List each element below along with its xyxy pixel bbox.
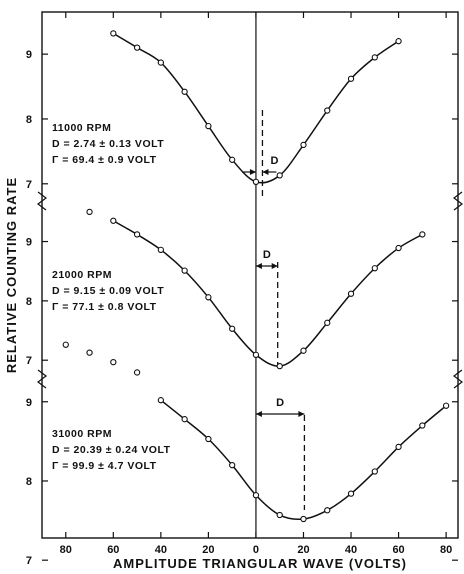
d-arrow-head	[262, 169, 269, 175]
extra-data-point	[86, 208, 93, 216]
series-curve-3	[160, 399, 447, 521]
x-tick-label: 40	[155, 544, 167, 556]
y-tick-label: 8	[26, 476, 32, 488]
extra-data-point	[110, 359, 117, 366]
d-marker-label: D	[270, 155, 278, 167]
data-point	[395, 244, 402, 252]
axis-break-left	[37, 369, 47, 389]
data-point	[229, 325, 236, 332]
rpm-label: 21000 RPM	[52, 269, 112, 281]
data-point	[133, 231, 141, 238]
data-point	[205, 435, 212, 443]
extra-data-point	[86, 349, 93, 356]
y-tick-label: 9	[26, 237, 32, 249]
d-arrow-head	[298, 411, 305, 417]
data-point	[324, 507, 331, 514]
data-point	[276, 511, 283, 519]
d-arrow-head	[255, 411, 262, 417]
d-marker-label: D	[263, 249, 271, 261]
d-marker-label: D	[276, 397, 284, 409]
x-tick-label: 60	[392, 544, 404, 556]
data-point	[252, 178, 260, 185]
extra-data-point	[62, 341, 69, 348]
plot-frame	[41, 11, 459, 539]
gamma-value-label: Γ = 99.9 ± 4.7 VOLT	[52, 460, 157, 472]
data-point	[442, 402, 450, 409]
data-point	[252, 351, 260, 359]
x-tick-label: 80	[60, 544, 72, 556]
x-tick-label: 80	[440, 544, 452, 556]
x-tick-label: 40	[345, 544, 357, 556]
data-point	[324, 107, 331, 114]
data-point	[181, 416, 188, 423]
data-point	[276, 362, 283, 370]
y-axis-label: RELATIVE COUNTING RATE	[4, 177, 19, 373]
y-tick-label: 8	[26, 296, 32, 308]
data-point	[395, 443, 402, 451]
d-value-label: D = 20.39 ± 0.24 VOLT	[52, 444, 171, 456]
data-point	[276, 172, 283, 179]
data-point	[133, 44, 141, 51]
y-tick-label: 7	[26, 355, 32, 367]
data-point	[371, 54, 378, 61]
data-point	[110, 217, 117, 224]
data-point	[419, 231, 426, 238]
data-point	[347, 290, 355, 297]
x-tick-label: 20	[297, 544, 309, 556]
d-arrow-head	[249, 169, 256, 175]
gamma-value-label: Γ = 69.4 ± 0.9 VOLT	[52, 154, 157, 166]
data-point	[347, 75, 355, 82]
data-point	[110, 30, 117, 37]
data-point	[157, 246, 165, 253]
x-axis-label: AMPLITUDE TRIANGULAR WAVE (VOLTS)	[113, 556, 407, 571]
data-point	[205, 294, 212, 301]
d-value-label: D = 2.74 ± 0.13 VOLT	[52, 138, 164, 150]
data-point	[229, 156, 236, 163]
data-point	[395, 38, 402, 45]
d-value-label: D = 9.15 ± 0.09 VOLT	[52, 285, 164, 297]
data-point	[300, 141, 307, 149]
data-point	[181, 267, 188, 274]
data-point	[324, 319, 331, 326]
rpm-label: 31000 RPM	[52, 428, 112, 440]
y-tick-label: 8	[26, 114, 32, 126]
data-point	[371, 468, 378, 475]
axis-break-left	[37, 191, 47, 211]
y-tick-label: 9	[26, 397, 32, 409]
gamma-value-label: Γ = 77.1 ± 0.8 VOLT	[52, 301, 157, 313]
data-point	[205, 122, 212, 130]
x-tick-label: 60	[107, 544, 119, 556]
x-tick-label: 0	[253, 544, 259, 556]
y-tick-label: 9	[26, 49, 32, 61]
axis-break-right	[453, 191, 463, 211]
data-point	[419, 422, 426, 429]
d-arrow-head	[271, 263, 278, 269]
data-point	[252, 492, 260, 499]
axis-break-right	[453, 369, 463, 389]
y-tick-label: 7	[26, 555, 32, 567]
data-point	[347, 490, 355, 497]
extra-data-point	[133, 369, 141, 376]
data-point	[300, 347, 307, 354]
rpm-label: 11000 RPM	[52, 122, 111, 134]
y-tick-label: 7	[26, 179, 32, 191]
data-point	[300, 515, 307, 523]
x-tick-label: 20	[202, 544, 214, 556]
d-arrow-head	[255, 263, 262, 269]
data-point	[371, 265, 378, 272]
data-point	[181, 88, 188, 95]
data-point	[229, 461, 236, 469]
data-point	[157, 59, 165, 66]
data-point	[157, 397, 165, 404]
